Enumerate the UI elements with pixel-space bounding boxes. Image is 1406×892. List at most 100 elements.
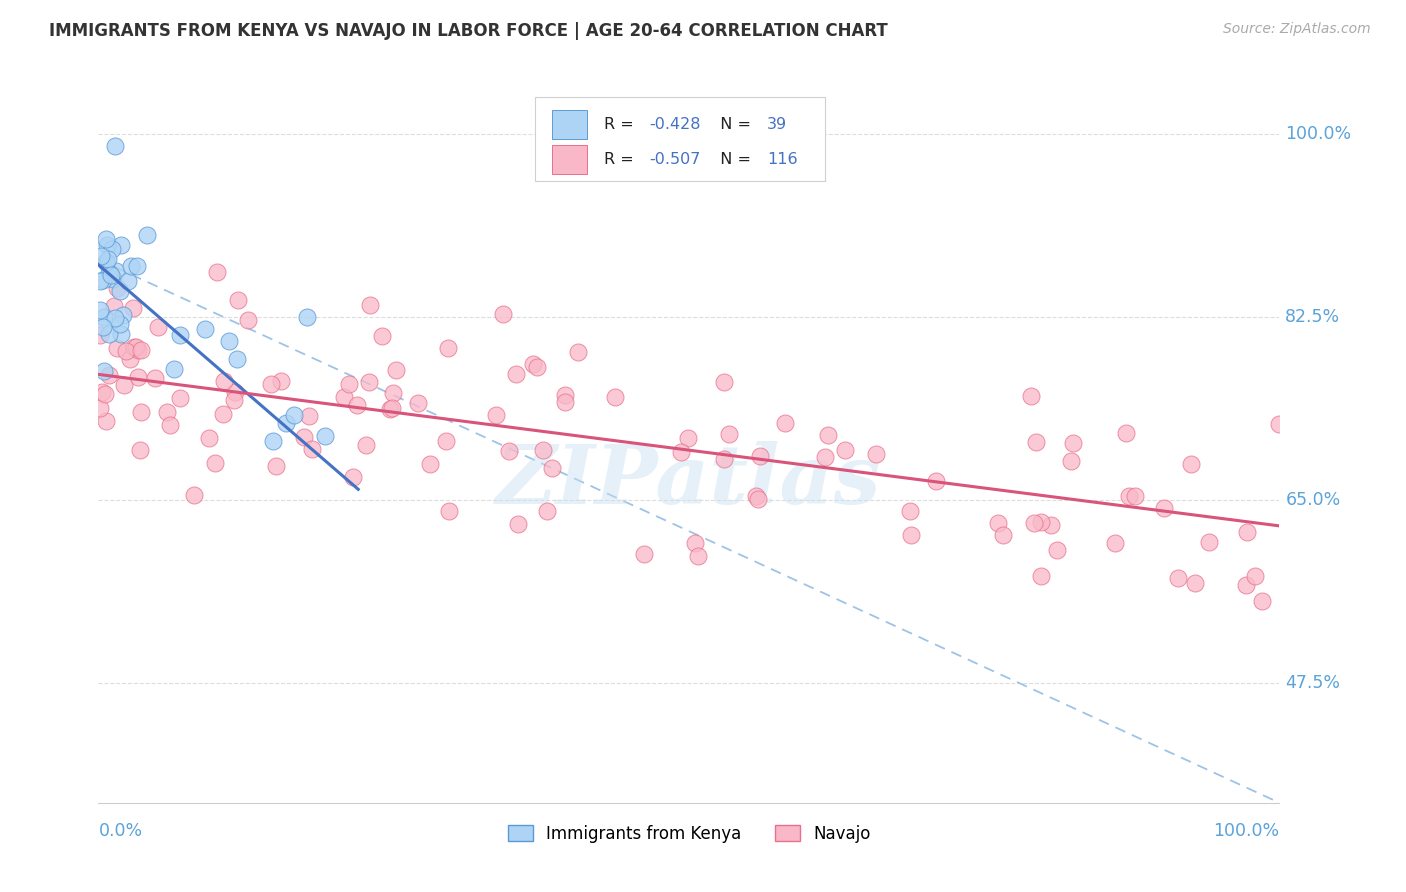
Point	[567, 345, 589, 359]
Point	[1021, 389, 1043, 403]
Point	[1060, 453, 1083, 467]
Point	[264, 458, 287, 473]
Point	[381, 401, 404, 415]
Point	[122, 340, 145, 354]
Text: 39: 39	[766, 117, 787, 132]
FancyBboxPatch shape	[553, 110, 588, 139]
Point	[110, 237, 132, 252]
Point	[89, 328, 111, 343]
Text: 100.0%: 100.0%	[1285, 125, 1351, 143]
Point	[498, 443, 520, 458]
Point	[112, 378, 135, 392]
Point	[194, 321, 217, 335]
Point	[120, 259, 142, 273]
Text: -0.507: -0.507	[648, 152, 700, 167]
Point	[359, 298, 381, 312]
Text: R =: R =	[605, 152, 638, 167]
Point	[143, 371, 166, 385]
Point	[526, 360, 548, 375]
Point	[925, 475, 948, 489]
Point	[103, 299, 125, 313]
Point	[1251, 594, 1274, 608]
Point	[1153, 500, 1175, 515]
Point	[100, 242, 122, 256]
Point	[292, 430, 315, 444]
Point	[1118, 489, 1140, 503]
Point	[297, 310, 319, 325]
Point	[633, 547, 655, 561]
Point	[94, 255, 117, 269]
Point	[381, 385, 404, 400]
Text: IMMIGRANTS FROM KENYA VS NAVAJO IN LABOR FORCE | AGE 20-64 CORRELATION CHART: IMMIGRANTS FROM KENYA VS NAVAJO IN LABOR…	[49, 22, 889, 40]
Point	[676, 431, 699, 445]
Point	[342, 470, 364, 484]
Point	[90, 249, 112, 263]
Point	[94, 387, 117, 401]
Point	[747, 491, 769, 506]
Point	[773, 417, 796, 431]
Point	[93, 273, 115, 287]
Point	[218, 334, 240, 349]
Point	[108, 285, 131, 299]
Text: ZIPatlas: ZIPatlas	[496, 441, 882, 521]
Point	[717, 427, 740, 442]
Point	[713, 451, 735, 466]
Point	[121, 301, 143, 315]
Point	[1234, 578, 1257, 592]
Point	[834, 443, 856, 458]
Point	[97, 326, 120, 341]
Point	[111, 308, 134, 322]
Point	[1063, 436, 1085, 450]
Point	[104, 311, 127, 326]
Point	[354, 437, 377, 451]
Point	[406, 396, 429, 410]
Point	[262, 434, 284, 449]
Point	[212, 407, 235, 421]
Point	[100, 268, 122, 283]
Point	[148, 320, 170, 334]
Point	[110, 327, 132, 342]
Point	[1236, 524, 1258, 539]
Point	[817, 427, 839, 442]
Point	[183, 488, 205, 502]
Point	[214, 374, 236, 388]
Point	[436, 341, 458, 355]
Point	[226, 351, 249, 366]
Text: R =: R =	[605, 117, 638, 132]
Point	[1025, 435, 1047, 450]
Point	[713, 375, 735, 389]
Point	[115, 343, 138, 358]
Point	[1029, 515, 1052, 529]
Point	[540, 460, 562, 475]
Point	[865, 447, 887, 461]
Point	[97, 252, 120, 266]
Point	[686, 549, 709, 563]
Point	[91, 319, 114, 334]
Point	[1267, 417, 1289, 431]
Point	[93, 310, 115, 325]
Point	[105, 341, 128, 355]
Point	[204, 456, 226, 470]
Point	[283, 408, 305, 422]
Point	[434, 434, 457, 449]
Point	[987, 516, 1010, 531]
Text: 100.0%: 100.0%	[1213, 822, 1279, 839]
Point	[1198, 535, 1220, 549]
Point	[127, 370, 149, 384]
Point	[94, 232, 117, 246]
Point	[554, 395, 576, 409]
Point	[491, 307, 513, 321]
Point	[236, 312, 259, 326]
Point	[98, 266, 121, 280]
Point	[1123, 488, 1146, 502]
Text: -0.428: -0.428	[648, 117, 700, 132]
Point	[169, 391, 191, 405]
Point	[531, 443, 554, 458]
Point	[159, 417, 181, 432]
Point	[301, 442, 323, 456]
Point	[900, 527, 922, 541]
Point	[898, 503, 921, 517]
Text: N =: N =	[710, 152, 756, 167]
Point	[136, 228, 159, 243]
Point	[378, 401, 401, 416]
